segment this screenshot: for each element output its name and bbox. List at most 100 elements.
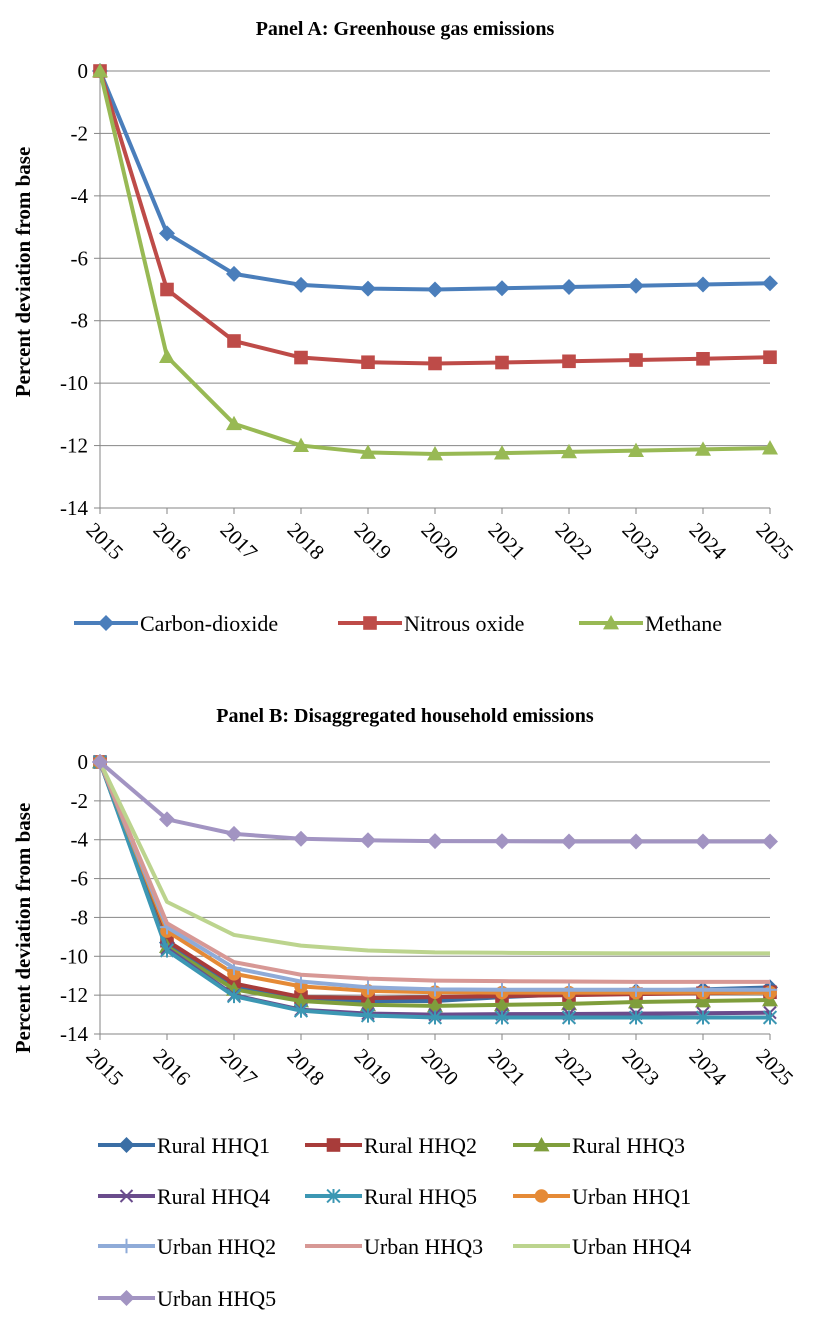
series-line xyxy=(98,70,771,366)
legend-item: Rural HHQ2 xyxy=(305,1133,477,1158)
data-point xyxy=(226,989,242,1004)
data-point xyxy=(293,276,309,293)
data-point xyxy=(428,356,442,371)
data-point xyxy=(628,277,644,294)
series-line xyxy=(98,761,770,995)
x-tick-label: 2018 xyxy=(283,1044,330,1091)
data-point xyxy=(361,355,375,370)
data-point xyxy=(695,276,711,293)
data-point xyxy=(159,225,175,242)
x-tick-label: 2017 xyxy=(216,518,263,565)
data-point xyxy=(561,995,577,1011)
data-point xyxy=(360,280,376,297)
series-rural-hhq5 xyxy=(92,754,778,1025)
data-point xyxy=(159,943,175,958)
series-urban-hhq5 xyxy=(92,754,778,850)
data-point xyxy=(427,982,443,997)
legend-swatch-marker xyxy=(118,1290,135,1306)
legend-swatch-marker xyxy=(119,1189,134,1203)
panel-a-y-tick-labels: 0 -2 -4 -6 -8 -10 -12 -14 xyxy=(60,59,88,520)
legend-label: Rural HHQ3 xyxy=(572,1133,685,1158)
series-line xyxy=(98,761,771,1003)
legend-item: Rural HHQ1 xyxy=(98,1133,270,1158)
legend-item: Methane xyxy=(579,611,722,636)
x-tick-label: 2021 xyxy=(484,518,531,565)
y-tick-label: 0 xyxy=(78,59,89,83)
data-point xyxy=(427,281,443,298)
x-tick-label: 2019 xyxy=(350,518,397,565)
data-point xyxy=(695,441,711,456)
legend-swatch-marker xyxy=(119,1238,134,1254)
data-point xyxy=(159,811,175,828)
data-point xyxy=(628,982,644,997)
data-point xyxy=(494,280,510,297)
data-point xyxy=(696,351,710,366)
x-tick-label: 2015 xyxy=(82,1044,129,1091)
data-point xyxy=(360,832,376,849)
series-line xyxy=(98,761,770,984)
y-tick-label: -6 xyxy=(71,867,89,891)
legend-swatch-marker xyxy=(118,1137,135,1153)
panel-a-axes xyxy=(94,70,771,514)
x-tick-label: 2016 xyxy=(149,1044,196,1091)
data-point xyxy=(629,353,643,367)
data-point xyxy=(562,354,576,369)
data-point xyxy=(762,275,778,292)
data-point xyxy=(695,992,711,1008)
panel-b-x-tick-labels: 2015 2016 2017 2018 2019 2020 2021 2022 2023 2024… xyxy=(82,1044,799,1091)
series-line xyxy=(98,761,771,1017)
legend-label: Urban HHQ3 xyxy=(364,1234,483,1259)
data-point xyxy=(226,825,242,842)
series-nitrous-oxide xyxy=(93,64,777,371)
data-point xyxy=(159,348,175,364)
data-point xyxy=(495,355,509,370)
y-tick-label: 0 xyxy=(78,750,89,774)
data-point xyxy=(494,996,510,1012)
data-point xyxy=(628,442,644,457)
y-tick-label: -8 xyxy=(71,905,89,929)
series-line xyxy=(98,761,771,1001)
x-tick-label: 2021 xyxy=(484,1044,531,1091)
y-tick-label: -14 xyxy=(60,496,88,520)
data-point xyxy=(561,443,577,459)
y-tick-label: -12 xyxy=(60,983,88,1007)
legend-item: Carbon-dioxide xyxy=(74,611,278,636)
legend-label: Carbon-dioxide xyxy=(140,611,278,636)
legend-label: Urban HHQ2 xyxy=(157,1234,276,1259)
y-tick-label: -12 xyxy=(60,434,88,458)
series-rural-hhq3 xyxy=(92,754,778,1013)
x-tick-label: 2022 xyxy=(551,518,598,565)
legend-swatch-marker xyxy=(326,1138,341,1152)
legend-swatch-marker xyxy=(603,615,619,630)
data-point xyxy=(360,980,376,995)
legend-label: Methane xyxy=(645,611,722,636)
legend-label: Urban HHQ5 xyxy=(157,1286,276,1311)
data-point xyxy=(293,992,309,1008)
data-point xyxy=(762,440,778,455)
data-point xyxy=(561,279,577,296)
legend-swatch-marker xyxy=(326,1188,341,1204)
data-point xyxy=(294,350,308,365)
panel-a-ylabel: Percent deviation from base xyxy=(11,147,35,398)
panel-b-y-tick-labels: 0 -2 -4 -6 -8 -10 -12 -14 xyxy=(60,750,88,1046)
legend-label: Rural HHQ1 xyxy=(157,1133,270,1158)
data-point xyxy=(360,996,376,1012)
data-point xyxy=(695,982,711,997)
data-point xyxy=(293,437,309,452)
data-point xyxy=(226,415,242,431)
y-tick-label: -10 xyxy=(60,944,88,968)
data-point xyxy=(763,350,777,365)
data-point xyxy=(427,997,443,1013)
data-point xyxy=(160,282,174,297)
x-tick-label: 2015 xyxy=(82,518,129,565)
legend-swatch-marker xyxy=(533,1137,550,1152)
series-urban-hhq4 xyxy=(98,761,770,956)
series-carbon-dioxide xyxy=(92,63,778,298)
x-tick-label: 2018 xyxy=(283,518,330,565)
legend-item: Urban HHQ3 xyxy=(305,1234,483,1259)
data-point xyxy=(762,833,778,850)
panel-b-series xyxy=(92,754,778,1025)
x-tick-label: 2019 xyxy=(350,1044,397,1091)
panel-b-legend: Rural HHQ1 Rural HHQ2 Rural HHQ3 Rural HHQ4… xyxy=(98,1133,691,1311)
y-tick-label: -4 xyxy=(71,184,89,208)
